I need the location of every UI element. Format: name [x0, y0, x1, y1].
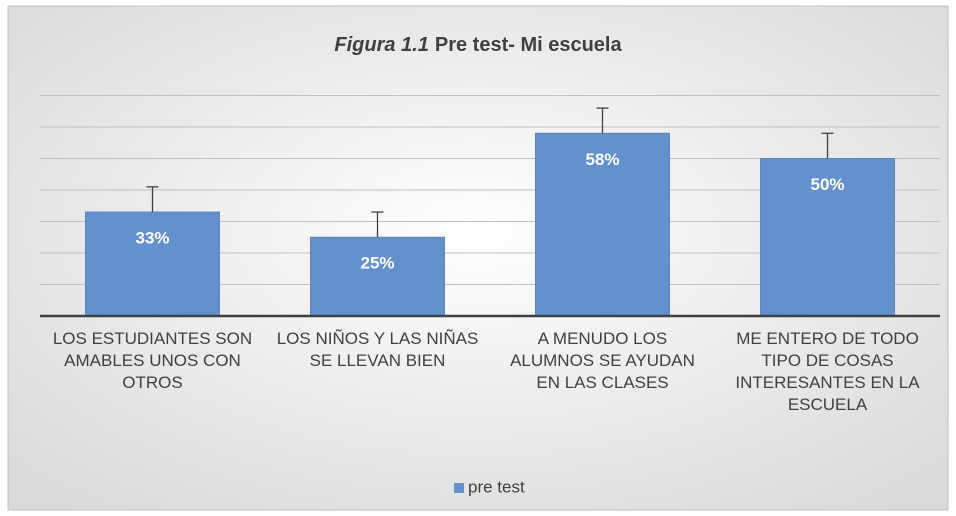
bar [310, 236, 445, 317]
x-tick-label: A MENUDO LOS ALUMNOS SE AYUDAN EN LAS CL… [510, 329, 695, 392]
bar [85, 211, 220, 317]
bar [760, 158, 895, 317]
title-prefix: Figura 1.1 [334, 34, 428, 56]
value-label: 50% [810, 175, 844, 194]
x-tick-label: LOS NIÑOS Y LAS NIÑAS SE LLEVAN BIEN [276, 329, 479, 370]
legend-label: pre test [468, 477, 525, 496]
title-main: Pre test- Mi escuela [435, 34, 623, 56]
x-tick-label: LOS ESTUDIANTES SON AMABLES UNOS CON OTR… [52, 329, 253, 392]
value-label: 25% [360, 254, 394, 273]
value-label: 33% [135, 229, 169, 248]
value-label: 58% [585, 150, 619, 169]
chart-title: Figura 1.1 Pre test- Mi escuela [334, 34, 622, 56]
x-tick-label: ME ENTERO DE TODO TIPO DE COSAS INTERESA… [735, 329, 920, 414]
legend-swatch [454, 483, 464, 493]
